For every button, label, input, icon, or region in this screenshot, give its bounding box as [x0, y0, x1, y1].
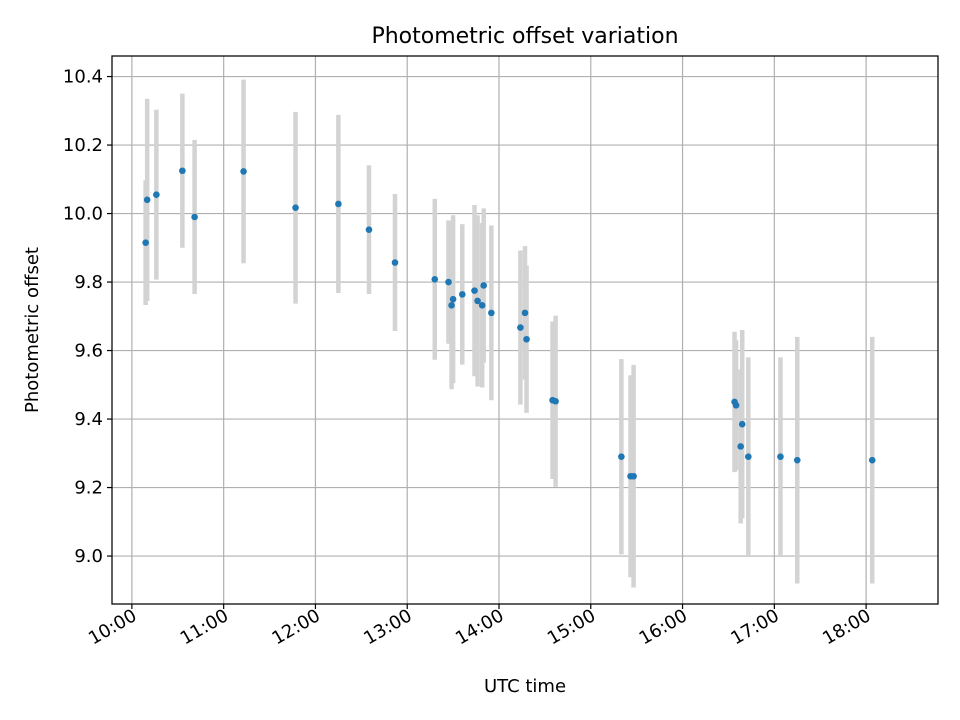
data-point — [478, 302, 486, 309]
data-point — [240, 168, 247, 175]
data-point — [552, 397, 559, 405]
data-point — [142, 239, 149, 246]
data-point — [292, 204, 299, 212]
data-point — [738, 420, 746, 428]
data-point — [474, 297, 481, 305]
data-point — [143, 196, 151, 204]
data-point — [745, 453, 752, 461]
data-point — [365, 226, 373, 233]
data-point — [445, 278, 452, 286]
plot-frame — [111, 55, 939, 605]
chart-title: Photometric offset variation — [371, 24, 678, 49]
y-axis-label: Photometric offset — [22, 247, 43, 413]
data-point — [391, 259, 399, 266]
data-point — [630, 472, 637, 480]
y-tick-label: 10.0 — [63, 204, 103, 225]
y-axis: 9.0 9.2 9.4 9.6 9.8 10.0 10.2 10.4 — [63, 67, 112, 567]
data-point — [793, 456, 801, 464]
data-point — [523, 335, 530, 343]
data-point — [431, 276, 439, 283]
data-point — [517, 324, 524, 331]
data-point — [153, 191, 160, 199]
data-point — [618, 453, 625, 461]
data-point — [458, 291, 466, 298]
data-point — [488, 309, 495, 317]
data-point — [191, 213, 198, 221]
y-tick-label: 9.4 — [74, 409, 103, 430]
y-tick-label: 9.0 — [74, 546, 103, 567]
data-point — [521, 309, 529, 317]
data-point — [179, 167, 186, 175]
data-point — [732, 402, 740, 409]
data-point — [335, 200, 342, 208]
data-point — [737, 443, 744, 450]
data-point — [471, 287, 478, 294]
data-point — [448, 302, 455, 309]
y-tick-label: 10.2 — [63, 135, 103, 156]
grid — [112, 56, 938, 604]
y-tick-label: 9.8 — [74, 272, 103, 293]
y-tick-label: 9.2 — [74, 478, 103, 499]
y-tick-label: 9.6 — [74, 341, 103, 362]
data-point — [449, 295, 457, 303]
data-points — [142, 167, 876, 480]
data-point — [777, 453, 784, 461]
data-point — [480, 282, 488, 289]
y-tick-label: 10.4 — [63, 67, 103, 88]
x-axis-label: UTC time — [484, 676, 566, 697]
data-point — [868, 456, 876, 464]
